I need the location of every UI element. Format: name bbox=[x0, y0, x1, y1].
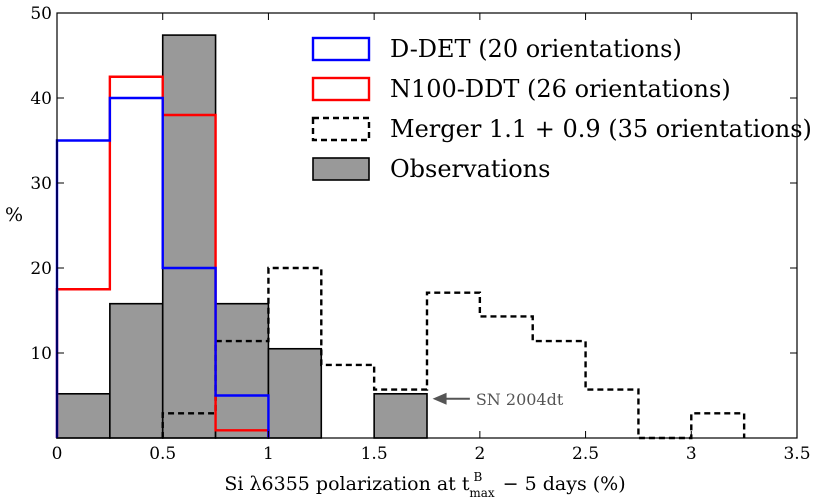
axis-ticks bbox=[56, 12, 798, 438]
x-tick-label: 1.5 bbox=[361, 444, 388, 464]
legend-label: Merger 1.1 + 0.9 (35 orientations) bbox=[390, 115, 812, 143]
observation-bar bbox=[373, 392, 428, 439]
d-det-series bbox=[55, 96, 270, 438]
plot-frame bbox=[56, 12, 798, 439]
plot-line-layer bbox=[55, 75, 746, 440]
y-tick-label: 40 bbox=[30, 89, 52, 109]
x-tick-label: 0.5 bbox=[149, 444, 176, 464]
observation-bar bbox=[161, 34, 217, 439]
x-axis-title-sup: B bbox=[474, 470, 483, 484]
y-tick-label: 50 bbox=[30, 4, 52, 24]
x-tick-label: 3 bbox=[686, 444, 697, 464]
observation-bar bbox=[214, 302, 270, 439]
plot-fill-layer bbox=[56, 34, 428, 439]
legend-swatch bbox=[311, 76, 371, 102]
x-tick-label: 0 bbox=[52, 444, 63, 464]
n100-ddt-series bbox=[55, 75, 270, 438]
annotation-label: SN 2004dt bbox=[476, 390, 564, 409]
legend-swatch bbox=[312, 157, 370, 181]
observation-bar bbox=[56, 392, 111, 439]
y-tick-label: 30 bbox=[30, 174, 52, 194]
x-tick-label: 2.5 bbox=[572, 444, 599, 464]
legend-swatch bbox=[311, 116, 371, 142]
legend-swatch bbox=[311, 36, 371, 62]
y-tick-label: 20 bbox=[30, 259, 52, 279]
x-axis-title-main: Si λ6355 polarization at t bbox=[224, 473, 470, 495]
legend-label: N100-DDT (26 orientations) bbox=[390, 75, 731, 103]
observation-bar bbox=[109, 302, 164, 439]
annotation: SN 2004dt bbox=[432, 390, 564, 409]
x-tick-label: 1 bbox=[263, 444, 274, 464]
y-tick-label: 10 bbox=[30, 344, 52, 364]
merger-series bbox=[161, 266, 746, 440]
x-tick-label: 3.5 bbox=[783, 444, 810, 464]
tick-labels: 0 0.5 1 1.5 2 2.5 3 3.5 10 20 30 40 50 bbox=[30, 4, 810, 464]
x-axis-title-sub: max bbox=[469, 486, 495, 500]
legend: D-DET (20 orientations) N100-DDT (26 orie… bbox=[311, 35, 812, 183]
annotation-arrow-head bbox=[432, 392, 447, 405]
x-tick-label: 2 bbox=[474, 444, 485, 464]
x-axis-title-tail: − 5 days (%) bbox=[503, 473, 626, 495]
legend-label: D-DET (20 orientations) bbox=[390, 35, 682, 63]
legend-label: Observations bbox=[390, 155, 550, 183]
y-axis-title: % bbox=[5, 204, 23, 226]
observation-bar bbox=[267, 347, 323, 439]
